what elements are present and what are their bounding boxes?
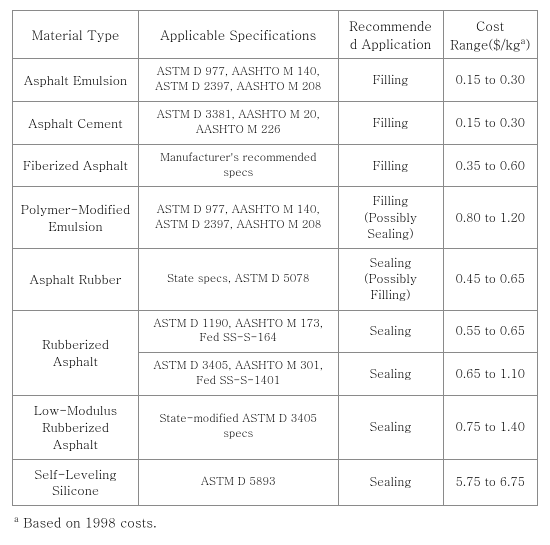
cell-cost: 0.55 to 0.65 <box>443 310 538 353</box>
footnote: a Based on 1998 costs. <box>12 506 538 531</box>
cell-material: Self-Leveling Silicone <box>13 459 139 506</box>
cell-material: Fiberized Asphalt <box>13 144 139 187</box>
materials-table: Material Type Applicable Specifications … <box>12 10 538 506</box>
cell-application: Sealing (Possibly Filling) <box>338 249 443 311</box>
footnote-text: Based on 1998 costs. <box>19 513 157 532</box>
cell-cost: 5.75 to 6.75 <box>443 459 538 506</box>
cell-material: Asphalt Rubber <box>13 249 139 311</box>
table-row: Polymer-Modified Emulsion ASTM D 977, AA… <box>13 187 538 249</box>
table-row: Asphalt Rubber State specs, ASTM D 5078 … <box>13 249 538 311</box>
table-row: Fiberized Asphalt Manufacturer's recomme… <box>13 144 538 187</box>
cell-specs: State specs, ASTM D 5078 <box>139 249 339 311</box>
cell-cost: 0.75 to 1.40 <box>443 395 538 459</box>
cell-material: Asphalt Emulsion <box>13 59 139 102</box>
cell-cost: 0.35 to 0.60 <box>443 144 538 187</box>
col-header-cost-suffix: ) <box>525 34 530 53</box>
cell-material: Rubberized Asphalt <box>13 310 139 395</box>
col-header-specs: Applicable Specifications <box>139 11 339 59</box>
cell-specs: ASTM D 1190, AASHTO M 173, Fed SS-S-164 <box>139 310 339 353</box>
table-body: Asphalt Emulsion ASTM D 977, AASHTO M 14… <box>13 59 538 506</box>
cell-application: Filling <box>338 59 443 102</box>
col-header-cost-prefix: Cost Range($/kg <box>450 16 520 53</box>
cell-material: Low-Modulus Rubberized Asphalt <box>13 395 139 459</box>
cell-specs: State-modified ASTM D 3405 specs <box>139 395 339 459</box>
cell-specs: ASTM D 3405, AASHTO M 301, Fed SS-S-1401 <box>139 353 339 396</box>
col-header-application-line2: d Application <box>350 34 431 53</box>
col-header-cost: Cost Range($/kga) <box>443 11 538 59</box>
table-row: Asphalt Emulsion ASTM D 977, AASHTO M 14… <box>13 59 538 102</box>
cell-application: Sealing <box>338 395 443 459</box>
cell-cost: 0.80 to 1.20 <box>443 187 538 249</box>
cell-application: Filling <box>338 102 443 145</box>
table-header: Material Type Applicable Specifications … <box>13 11 538 59</box>
cell-application: Sealing <box>338 459 443 506</box>
cell-specs: ASTM D 5893 <box>139 459 339 506</box>
col-header-application-line1: Recommende <box>349 16 432 35</box>
cell-application: Filling (Possibly Sealing) <box>338 187 443 249</box>
col-header-application: Recommende d Application <box>338 11 443 59</box>
cell-cost: 0.45 to 0.65 <box>443 249 538 311</box>
cell-application: Filling <box>338 144 443 187</box>
cell-cost: 0.15 to 0.30 <box>443 102 538 145</box>
table-row: Low-Modulus Rubberized Asphalt State-mod… <box>13 395 538 459</box>
cell-material: Polymer-Modified Emulsion <box>13 187 139 249</box>
table-row: Self-Leveling Silicone ASTM D 5893 Seali… <box>13 459 538 506</box>
cell-material: Asphalt Cement <box>13 102 139 145</box>
cell-cost: 0.65 to 1.10 <box>443 353 538 396</box>
cell-specs: ASTM D 977, AASHTO M 140, ASTM D 2397, A… <box>139 59 339 102</box>
cell-specs: ASTM D 3381, AASHTO M 20, AASHTO M 226 <box>139 102 339 145</box>
table-row: Asphalt Cement ASTM D 3381, AASHTO M 20,… <box>13 102 538 145</box>
cell-application: Sealing <box>338 310 443 353</box>
header-row: Material Type Applicable Specifications … <box>13 11 538 59</box>
cell-application: Sealing <box>338 353 443 396</box>
col-header-material: Material Type <box>13 11 139 59</box>
cell-cost: 0.15 to 0.30 <box>443 59 538 102</box>
table-row: Rubberized Asphalt ASTM D 1190, AASHTO M… <box>13 310 538 353</box>
cell-specs: ASTM D 977, AASHTO M 140, ASTM D 2397, A… <box>139 187 339 249</box>
cell-specs: Manufacturer's recommended specs <box>139 144 339 187</box>
